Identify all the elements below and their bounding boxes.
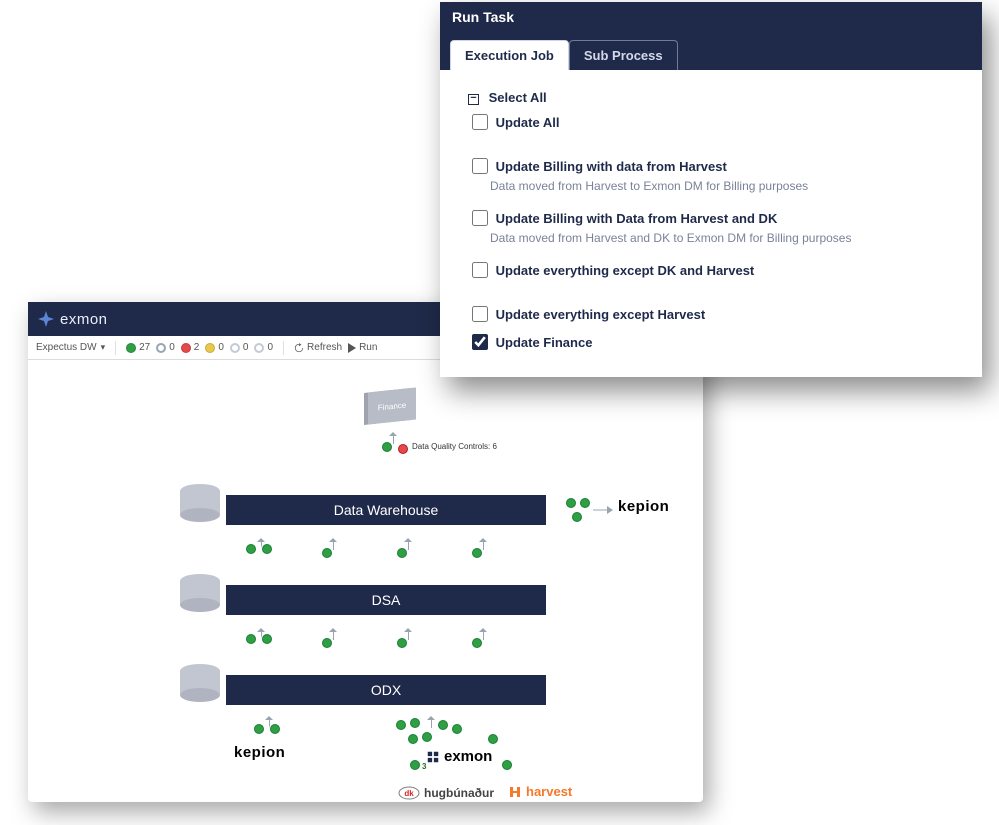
- svg-text:dk: dk: [404, 789, 414, 798]
- refresh-icon: [294, 343, 304, 353]
- play-icon: [348, 343, 356, 353]
- brand: exmon: [38, 311, 108, 328]
- db-icon: [178, 663, 223, 705]
- task-checkbox[interactable]: [472, 114, 488, 130]
- task-row[interactable]: Update everything except DK and Harvest: [468, 259, 964, 281]
- exmon-logo-icon: [38, 311, 54, 327]
- diagram-canvas: Finance Data Quality Controls: 6 Data Wa…: [28, 360, 703, 802]
- task-row[interactable]: Update everything except Harvest: [468, 303, 964, 325]
- layer-dsa[interactable]: DSA: [226, 585, 546, 615]
- status-ring-grey: 0: [156, 342, 175, 353]
- dqc-label: Data Quality Controls: 6: [412, 442, 497, 451]
- layer-odx[interactable]: ODX: [226, 675, 546, 705]
- task-label: Update Finance: [496, 335, 593, 350]
- task-row[interactable]: Update All: [468, 111, 964, 133]
- logo-harvest: harvest: [508, 784, 572, 799]
- dk-badge-icon: dk: [398, 786, 420, 800]
- collapse-icon[interactable]: −: [468, 94, 479, 105]
- refresh-button[interactable]: Refresh: [294, 342, 342, 353]
- status-ring-lt: 0: [230, 342, 249, 353]
- dialog-tabbar: Execution Job Sub Process: [440, 32, 982, 70]
- db-icon: [178, 483, 223, 525]
- task-checkbox[interactable]: [472, 210, 488, 226]
- flow-dot-error: [398, 444, 408, 454]
- status-ring-lt2: 0: [254, 342, 273, 353]
- task-row[interactable]: Update Billing with data from Harvest Da…: [468, 155, 964, 193]
- flow-dot: [382, 442, 392, 452]
- task-label: Update All: [496, 115, 560, 130]
- tab-execution-job[interactable]: Execution Job: [450, 40, 569, 70]
- layer-data-warehouse[interactable]: Data Warehouse: [226, 495, 546, 525]
- status-red: 2: [181, 342, 200, 353]
- tab-sub-process[interactable]: Sub Process: [569, 40, 678, 70]
- task-checkbox[interactable]: [472, 306, 488, 322]
- task-checkbox[interactable]: [472, 262, 488, 278]
- task-row[interactable]: Update Billing with Data from Harvest an…: [468, 207, 964, 245]
- logo-exmon-bottom: exmon: [426, 748, 492, 765]
- task-label: Update everything except Harvest: [496, 307, 706, 322]
- db-icon: [178, 573, 223, 615]
- task-desc: Data moved from Harvest to Exmon DM for …: [490, 179, 964, 193]
- process-select[interactable]: Expectus DW: [36, 342, 105, 353]
- status-green: 27: [126, 342, 150, 353]
- process-management-window: exmon Process Management Expectus DW 27 …: [28, 302, 703, 802]
- task-desc: Data moved from Harvest and DK to Exmon …: [490, 231, 964, 245]
- exmon-logo-icon: [426, 750, 440, 764]
- task-label: Update Billing with Data from Harvest an…: [496, 211, 778, 226]
- dialog-title: Run Task: [440, 2, 982, 32]
- dialog-body: − Select All Update All Update Billing w…: [440, 70, 982, 377]
- select-all-row[interactable]: − Select All: [468, 90, 964, 105]
- arrow-right-icon: [593, 505, 613, 515]
- task-label: Update everything except DK and Harvest: [496, 263, 755, 278]
- status-yellow: 0: [205, 342, 224, 353]
- task-checkbox[interactable]: [472, 158, 488, 174]
- task-row[interactable]: Update Finance: [468, 331, 964, 353]
- logo-dk: dk hugbúnaður: [398, 786, 494, 800]
- run-button[interactable]: Run: [348, 342, 377, 353]
- finance-node[interactable]: Finance: [368, 387, 416, 424]
- run-task-dialog: Run Task Execution Job Sub Process − Sel…: [440, 2, 982, 377]
- logo-kepion: kepion: [618, 498, 669, 515]
- logo-kepion-bottom: kepion: [234, 744, 285, 761]
- harvest-logo-icon: [508, 785, 522, 799]
- brand-text: exmon: [60, 311, 108, 328]
- task-checkbox[interactable]: [472, 334, 488, 350]
- task-label: Update Billing with data from Harvest: [496, 159, 727, 174]
